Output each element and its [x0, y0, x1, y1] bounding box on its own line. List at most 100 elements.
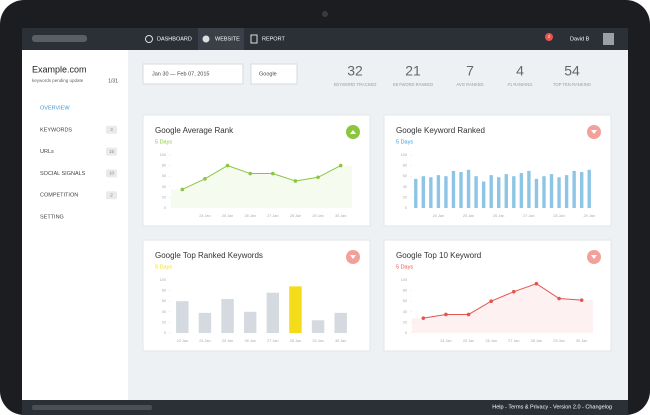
line-point	[225, 163, 230, 168]
bar	[564, 175, 569, 208]
bar	[534, 178, 539, 208]
stat-label: KEYWORD RANKED	[393, 82, 433, 87]
notification-badge[interactable]	[545, 33, 553, 41]
y-tick-label: 100	[401, 153, 407, 157]
bar	[414, 178, 418, 208]
y-tick-label: 100	[160, 153, 166, 157]
bar	[429, 177, 433, 208]
bar	[221, 299, 234, 333]
y-tick-label: 40	[403, 310, 407, 314]
user-name[interactable]: David B	[570, 36, 590, 42]
pending-text: keywords pending update	[32, 78, 84, 83]
date-picker[interactable]	[142, 63, 244, 85]
y-tick-label: 0	[164, 206, 166, 210]
bar	[497, 177, 501, 208]
bar	[481, 181, 486, 208]
x-tick-label: 29 Jan	[584, 214, 595, 218]
stat-value: 4	[516, 63, 524, 79]
x-tick-label: 26 Jan	[244, 214, 255, 218]
y-tick-label: 60	[403, 299, 407, 303]
x-tick-label: 24 Jan	[199, 339, 210, 343]
trend-arrow	[591, 255, 597, 259]
menu-item[interactable]: OVERVIEW	[40, 105, 70, 111]
x-tick-label: 25 Jan	[463, 339, 474, 343]
chart-subtitle: 5 Days	[155, 264, 172, 270]
line	[182, 165, 341, 190]
stat-label: TOP TEN RANKING	[553, 82, 591, 87]
nav-icon	[202, 35, 210, 43]
x-tick-label: 23 Jan	[177, 339, 188, 343]
bar	[444, 176, 448, 208]
y-tick-label: 20	[162, 195, 166, 199]
bar	[266, 292, 280, 333]
x-tick-label: 30 Jan	[335, 214, 346, 218]
x-tick-label: 24 Jan	[440, 339, 451, 343]
y-tick-label: 100	[401, 278, 407, 282]
trend-arrow	[591, 130, 597, 134]
pending-count: 1/31	[108, 78, 118, 84]
y-tick-label: 60	[162, 174, 166, 178]
x-tick-label: 28 Jan	[290, 339, 301, 343]
chart-title: Google Average Rank	[155, 126, 234, 135]
y-tick-label: 80	[403, 289, 407, 293]
x-tick-label: 27 Jan	[267, 214, 278, 218]
footer-links[interactable]: Help - Terms & Privacy - Version 2.0 - C…	[492, 404, 612, 410]
y-tick-label: 40	[403, 185, 407, 189]
site-name[interactable]: Example.com	[32, 64, 87, 74]
menu-item[interactable]: SOCIAL SIGNALS	[40, 171, 86, 177]
top-nav	[22, 28, 628, 50]
x-tick-label: 27 Jan	[267, 339, 278, 343]
menu-badge	[106, 169, 117, 178]
y-tick-label: 100	[160, 278, 166, 282]
x-tick-label: 29 Jan	[312, 214, 323, 218]
menu-item[interactable]: COMPETITION	[40, 193, 78, 199]
y-tick-label: 0	[405, 206, 407, 210]
y-tick-label: 40	[162, 310, 166, 314]
line-point	[180, 187, 185, 192]
stat-label: KEYWORD TRACKED	[334, 82, 377, 87]
bar	[243, 311, 257, 333]
line-point	[338, 163, 343, 168]
bar	[489, 175, 493, 208]
x-tick-label: 26 Jan	[485, 339, 496, 343]
bar	[519, 173, 524, 208]
chart-subtitle: 5 Days	[396, 264, 413, 270]
bar	[504, 174, 508, 208]
x-tick-label: 29 Jan	[553, 339, 564, 343]
chart-subtitle: 5 Days	[396, 139, 413, 145]
menu-badge-count: 2	[110, 192, 113, 197]
x-tick-label: 27 Jan	[523, 214, 534, 218]
nav-item[interactable]: REPORT	[262, 36, 285, 42]
x-tick-label: 27 Jan	[508, 339, 519, 343]
trend-arrow	[350, 130, 356, 134]
x-tick-label: 25 Jan	[222, 339, 233, 343]
y-tick-label: 60	[403, 174, 407, 178]
line-point	[271, 171, 275, 176]
x-tick-label: 30 Jan	[335, 339, 346, 343]
line-area	[171, 165, 352, 208]
menu-item[interactable]: URLs	[40, 149, 54, 155]
menu-item[interactable]: KEYWORDS	[40, 127, 72, 133]
x-tick-label: 24 Jan	[433, 214, 444, 218]
bar	[176, 301, 189, 333]
engine-select[interactable]	[250, 63, 298, 85]
nav-item[interactable]: WEBSITE	[215, 36, 240, 42]
stat-label: AVG RANKED	[456, 82, 483, 87]
bar	[474, 176, 478, 208]
chart-title: Google Top 10 Keyword	[396, 251, 481, 260]
bar	[579, 171, 584, 208]
menu-badge-count: 3	[110, 127, 113, 132]
nav-item[interactable]: DASHBOARD	[157, 36, 192, 42]
y-tick-label: 0	[164, 331, 166, 335]
avatar[interactable]	[603, 33, 614, 45]
nav-icon	[145, 35, 153, 43]
trend-arrow	[350, 255, 356, 259]
bar	[549, 174, 554, 208]
chart-subtitle: 5 Days	[155, 139, 172, 145]
menu-item[interactable]: SETTING	[40, 214, 64, 220]
chart-title: Google Keyword Ranked	[396, 126, 485, 135]
line-point	[466, 312, 471, 317]
y-tick-label: 20	[403, 195, 407, 199]
engine: Google	[259, 71, 277, 77]
